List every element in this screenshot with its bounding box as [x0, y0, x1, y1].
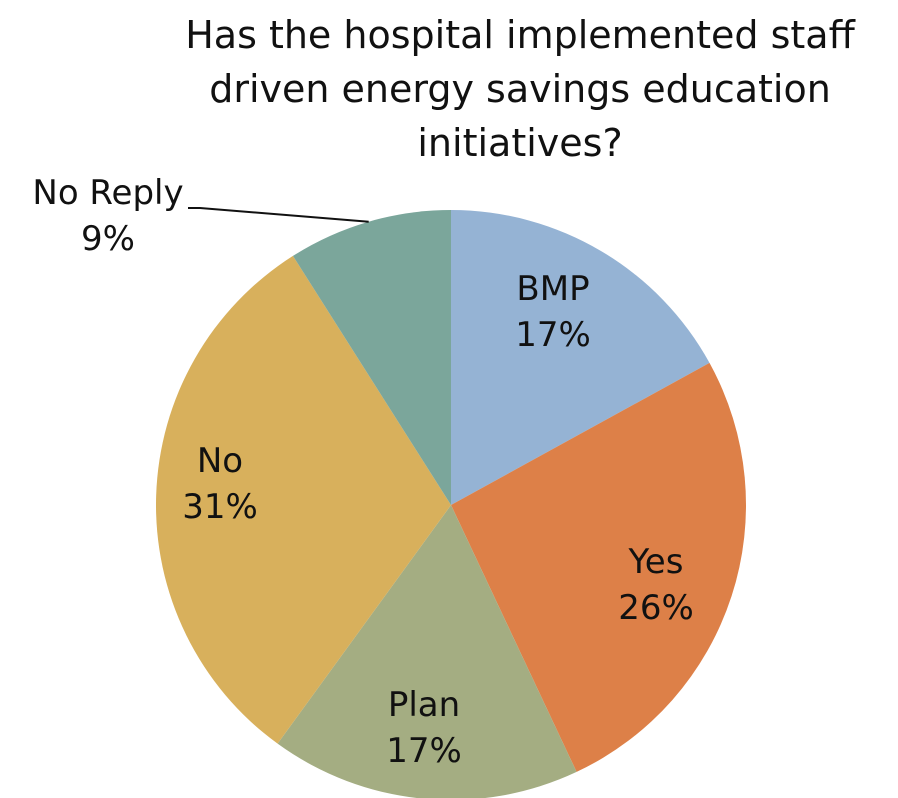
pie-slice-bmp	[451, 210, 710, 505]
pie-label-percent: 9%	[81, 219, 135, 259]
pie-label-no: No 31%	[182, 441, 258, 527]
pie-slice-no	[156, 255, 451, 744]
pie-label-yes: Yes 26%	[618, 542, 694, 628]
pie-label-plan: Plan 17%	[386, 685, 462, 771]
pie-label-category: No Reply	[32, 173, 183, 213]
pie-label-percent: 17%	[515, 315, 591, 355]
pie-label-no-reply: No Reply 9%	[32, 173, 183, 259]
leader-line-no-reply	[188, 207, 369, 223]
pie-label-bmp: BMP 17%	[515, 269, 591, 355]
pie-leader-lines	[188, 207, 369, 223]
pie-label-percent: 31%	[182, 487, 258, 527]
pie-label-category: BMP	[516, 269, 589, 309]
pie-slice-yes	[451, 362, 747, 772]
chart-title-line-1: Has the hospital implemented staff	[185, 13, 855, 57]
chart-title-line-2: driven energy savings education	[209, 67, 831, 111]
pie-label-category: No	[197, 441, 243, 481]
pie-labels: BMP 17% Yes 26% Plan 17% No 31% No Reply 9%	[32, 173, 693, 771]
pie-label-category: Plan	[388, 685, 460, 725]
pie-slices	[156, 210, 747, 798]
pie-slice-no-reply	[292, 210, 451, 505]
pie-label-category: Yes	[628, 542, 684, 582]
pie-label-percent: 26%	[618, 588, 694, 628]
pie-label-percent: 17%	[386, 731, 462, 771]
chart-title-line-3: initiatives?	[417, 121, 623, 165]
chart-title: Has the hospital implemented staff drive…	[150, 8, 890, 170]
pie-slice-plan	[277, 505, 577, 798]
